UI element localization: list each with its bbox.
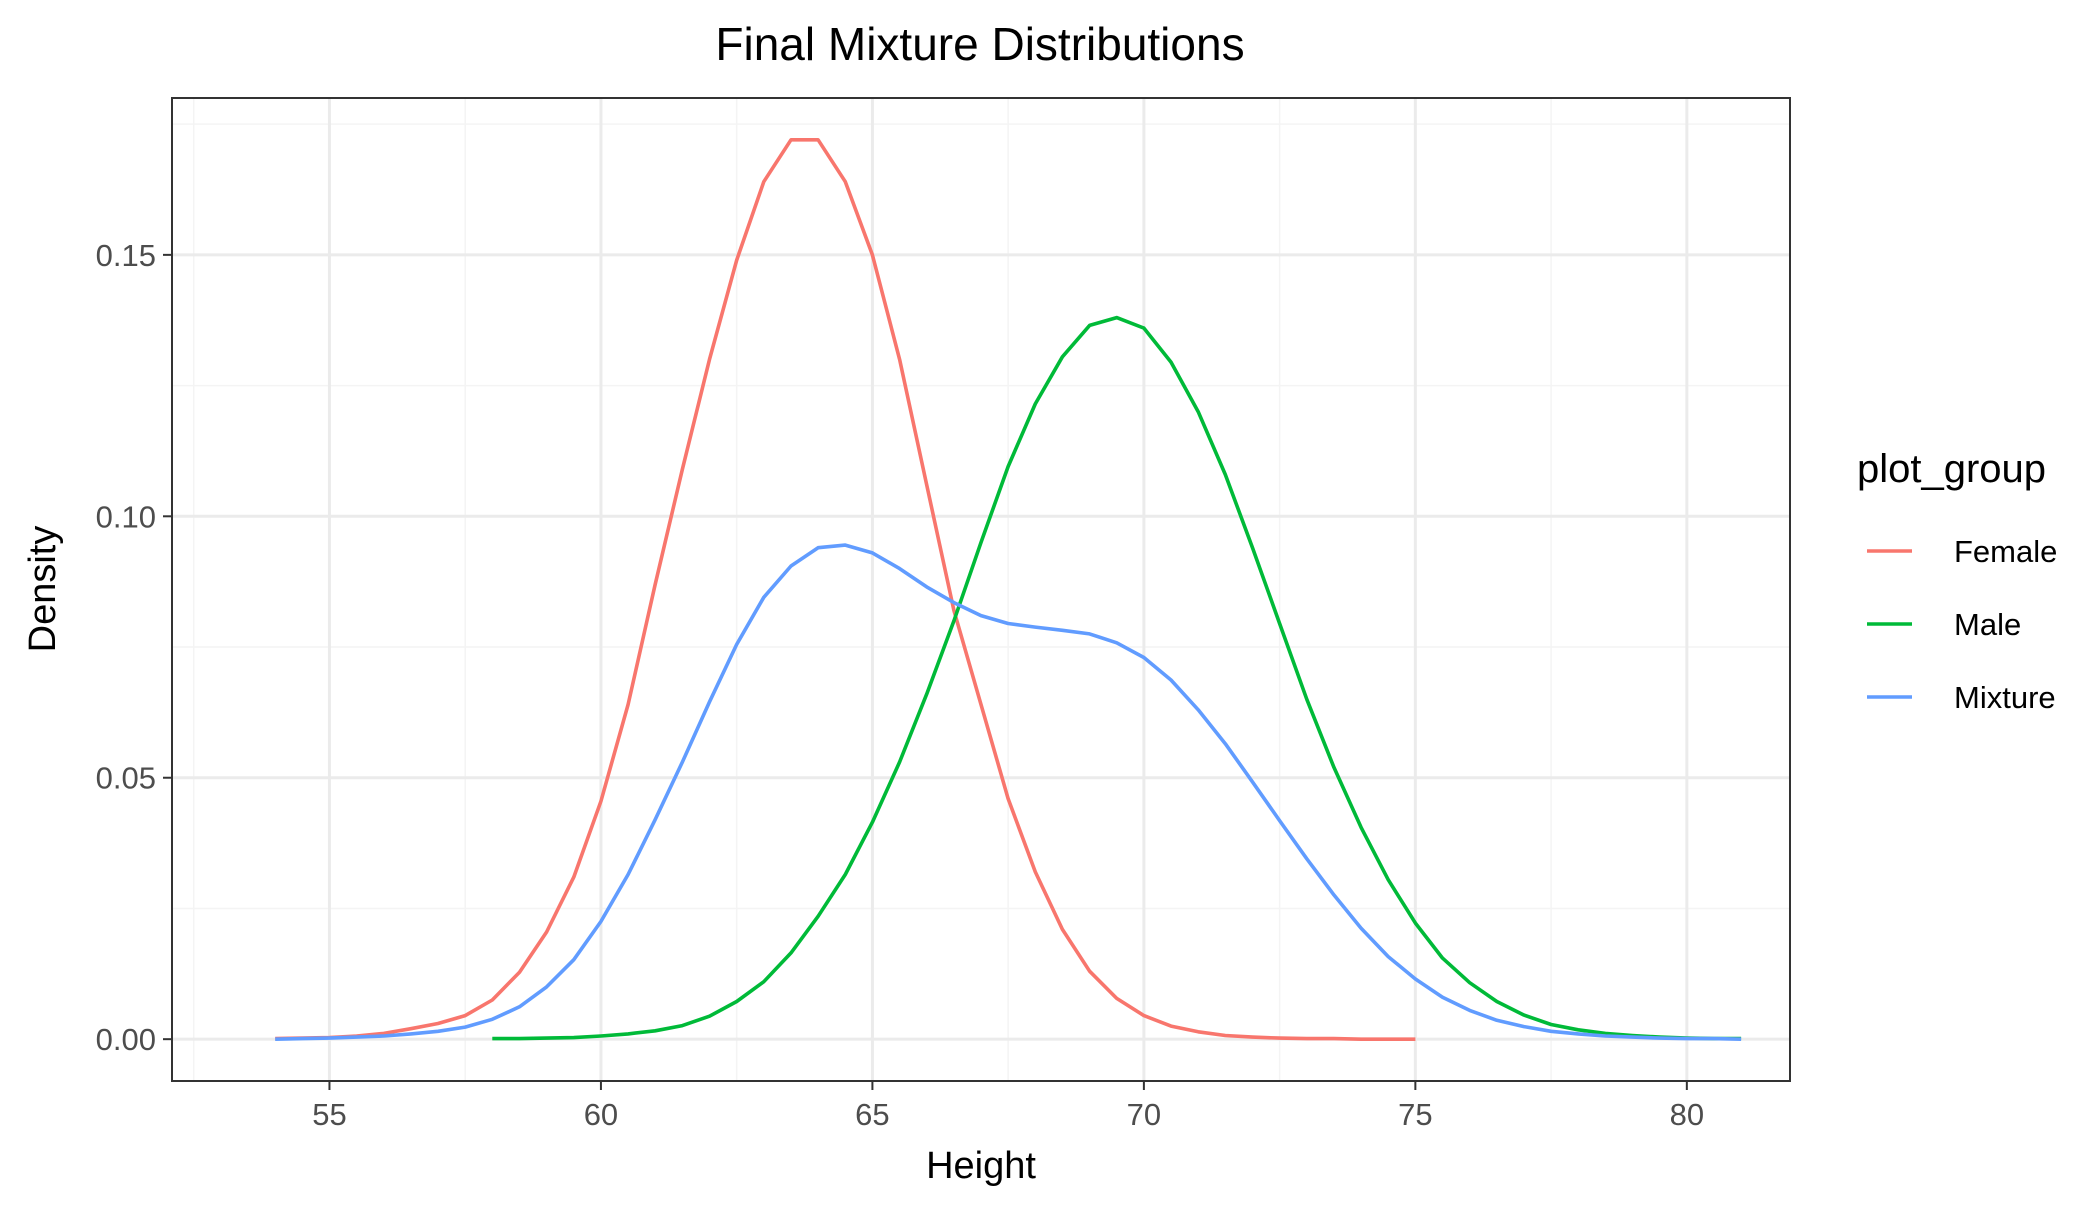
x-tick-label: 60 — [584, 1097, 618, 1132]
grid-major — [172, 98, 1790, 1081]
chart-title: Final Mixture Distributions — [715, 18, 1244, 70]
y-tick-label: 0.00 — [96, 1022, 156, 1057]
panel-border — [171, 97, 1791, 1082]
x-tick-label: 65 — [855, 1097, 889, 1132]
grid-minor — [172, 98, 1790, 1081]
legend-item-mixture: Mixture — [1867, 680, 2056, 715]
legend-label: Male — [1954, 607, 2021, 642]
legend-item-male: Male — [1867, 607, 2021, 642]
legend-title: plot_group — [1857, 447, 2046, 491]
x-tick-label: 55 — [312, 1097, 346, 1132]
y-tick-label: 0.10 — [96, 499, 156, 534]
plot-panel — [171, 97, 1791, 1082]
legend-items: Female Male Mixture — [1867, 534, 2057, 715]
x-axis: 55 60 65 70 75 80 — [312, 1081, 1704, 1132]
y-axis-label: Density — [22, 526, 64, 653]
y-tick-label: 0.05 — [96, 761, 156, 796]
series-line-male — [492, 315, 1742, 1041]
series-line-mixture — [275, 543, 1742, 1041]
legend-label: Female — [1954, 534, 2057, 569]
y-axis: 0.00 0.05 0.10 0.15 — [96, 238, 172, 1057]
x-tick-label: 75 — [1398, 1097, 1432, 1132]
x-tick-label: 70 — [1127, 1097, 1161, 1132]
x-tick-label: 80 — [1670, 1097, 1704, 1132]
x-axis-label: Height — [926, 1145, 1036, 1187]
legend-item-female: Female — [1867, 534, 2057, 569]
series-lines — [275, 138, 1742, 1041]
series-line-female — [275, 138, 1416, 1041]
legend: plot_group Female Male Mixture — [1857, 447, 2057, 715]
legend-label: Mixture — [1954, 680, 2056, 715]
y-tick-label: 0.15 — [96, 238, 156, 273]
